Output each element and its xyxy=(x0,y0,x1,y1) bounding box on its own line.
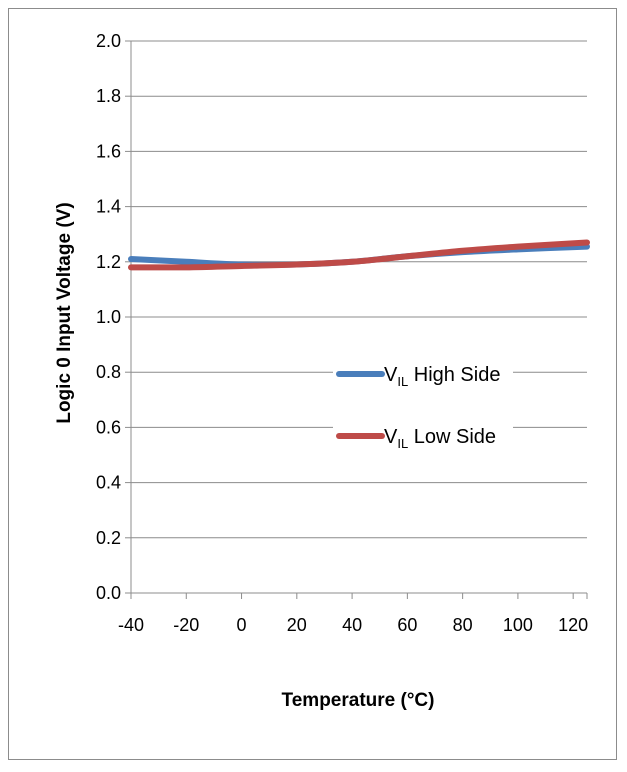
x-tick-label: 20 xyxy=(287,615,307,635)
x-tick-label: 60 xyxy=(397,615,417,635)
y-tick-label: 1.8 xyxy=(96,86,121,106)
chart-frame xyxy=(8,8,617,760)
legend: VIL High Side VIL Low Side xyxy=(333,354,513,454)
gridlines xyxy=(131,40,587,539)
x-tick-label: -40 xyxy=(118,615,144,635)
y-tick-label: 0.0 xyxy=(96,583,121,603)
y-tick-label: 0.8 xyxy=(96,362,121,382)
x-tick-label: -20 xyxy=(173,615,199,635)
y-tick-label: 0.2 xyxy=(96,528,121,548)
y-axis-title: Logic 0 Input Voltage (V) xyxy=(54,202,75,423)
y-tick-label: 1.4 xyxy=(96,197,121,217)
y-tick-label: 1.2 xyxy=(96,252,121,272)
legend-label-0: VIL High Side xyxy=(384,364,500,389)
y-tick-label: 0.4 xyxy=(96,473,121,493)
legend-label-1: VIL Low Side xyxy=(384,426,496,451)
y-tick-label: 2.0 xyxy=(96,31,121,51)
y-tick-label: 0.6 xyxy=(96,417,121,437)
axes xyxy=(125,40,588,599)
x-tick-label: 100 xyxy=(503,615,533,635)
x-tick-label: 120 xyxy=(558,615,588,635)
y-tick-label: 1.0 xyxy=(96,307,121,327)
y-tick-labels: 0.0 0.2 0.4 0.6 0.8 1.0 1.2 1.4 1.6 1.8 2.0 xyxy=(96,31,121,603)
x-tick-labels: -40 -20 0 20 40 60 80 100 120 xyxy=(118,615,588,635)
x-tick-label: 0 xyxy=(237,615,247,635)
x-tick-label: 80 xyxy=(453,615,473,635)
y-tick-label: 1.6 xyxy=(96,141,121,161)
x-axis-title: Temperature (°C) xyxy=(282,690,435,711)
series-lines xyxy=(128,239,590,271)
x-tick-label: 40 xyxy=(342,615,362,635)
series-line-1 xyxy=(128,239,590,271)
